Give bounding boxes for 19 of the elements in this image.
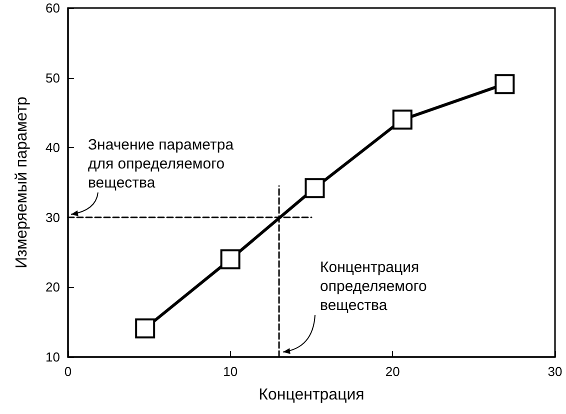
y-tick-label: 20 bbox=[46, 280, 60, 295]
y-tick-label: 50 bbox=[46, 70, 60, 86]
point bbox=[494, 74, 515, 94]
y-axis-title: Измеряемый параметр bbox=[14, 96, 30, 268]
annotation: Концентрация определяемого вещества bbox=[320, 259, 427, 314]
point bbox=[304, 178, 325, 198]
point bbox=[135, 318, 156, 338]
y-tick-label: 10 bbox=[46, 350, 60, 364]
x-tick-label: 0 bbox=[64, 364, 72, 379]
y-tick-label: 30 bbox=[46, 210, 60, 225]
x-axis-title: Концентрация bbox=[258, 386, 364, 404]
x-tick-label: 10 bbox=[223, 364, 238, 379]
y-tick-label: 40 bbox=[46, 140, 60, 156]
point bbox=[220, 249, 240, 270]
annotation: Значение параметра для определяемого вещества bbox=[88, 136, 234, 192]
point bbox=[392, 110, 412, 130]
y-tick-label: 60 bbox=[46, 0, 60, 16]
x-tick-label: 20 bbox=[385, 364, 400, 379]
x-tick-label: 30 bbox=[548, 364, 562, 379]
